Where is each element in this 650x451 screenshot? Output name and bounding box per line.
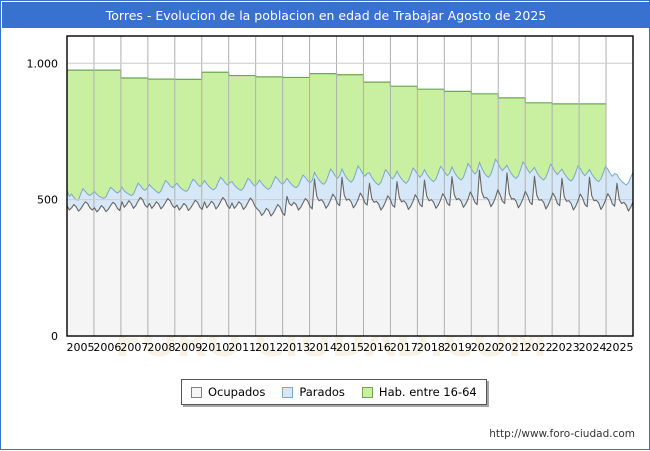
x-axis-tick-label: 2007 [120,341,148,354]
x-axis-tick-label: 2013 [282,341,310,354]
window-titlebar: Torres - Evolucion de la poblacion en ed… [2,2,650,28]
x-axis-tick-label: 2021 [498,341,526,354]
footer-url[interactable]: http://www.foro-ciudad.com [489,428,635,440]
x-axis-tick-label: 2008 [147,341,175,354]
page-title: Torres - Evolucion de la poblacion en ed… [105,7,547,23]
x-axis-tick-label: 2024 [579,341,607,354]
chart-legend: Ocupados Parados Hab. entre 16-64 [181,379,487,405]
x-axis-tick-label: 2012 [255,341,283,354]
legend-label-parados: Parados [299,385,345,399]
x-axis-tick-label: 2023 [552,341,580,354]
series-line-parados [66,158,634,201]
legend-item-hab-16-64[interactable]: Hab. entre 16-64 [361,385,477,399]
legend-swatch-parados [282,386,294,398]
x-axis-tick-label: 2015 [336,341,364,354]
x-axis-tick-label: 2019 [444,341,472,354]
x-axis-tick-label: 2018 [417,341,445,354]
x-axis-tick-label: 2020 [471,341,499,354]
y-axis-tick-label: 0 [51,330,58,343]
series-area-ocupados [67,170,633,336]
x-axis-tick-label: 2022 [525,341,553,354]
x-axis-tick-label: 2016 [363,341,391,354]
legend-label-hab-16-64: Hab. entre 16-64 [378,385,477,399]
y-axis-tick-label: 500 [37,194,58,207]
x-axis-tick-label: 2025 [606,341,634,354]
x-axis-tick-label: 2005 [66,341,94,354]
series-line-ocupados [66,169,634,217]
legend-item-parados[interactable]: Parados [282,385,345,399]
x-axis-tick-label: 2010 [201,341,229,354]
x-axis-tick-label: 2006 [93,341,121,354]
legend-label-ocupados: Ocupados [208,385,266,399]
x-axis-tick-label: 2009 [174,341,202,354]
legend-swatch-hab-16-64 [361,386,373,398]
plot-frame [66,35,634,337]
x-axis-tick-label: 2011 [228,341,256,354]
legend-swatch-ocupados [191,386,202,398]
x-axis-tick-label: 2014 [309,341,337,354]
legend-item-ocupados[interactable]: Ocupados [191,385,265,399]
y-axis-tick-label: 1.000 [27,57,59,70]
x-axis-tick-label: 2017 [390,341,418,354]
